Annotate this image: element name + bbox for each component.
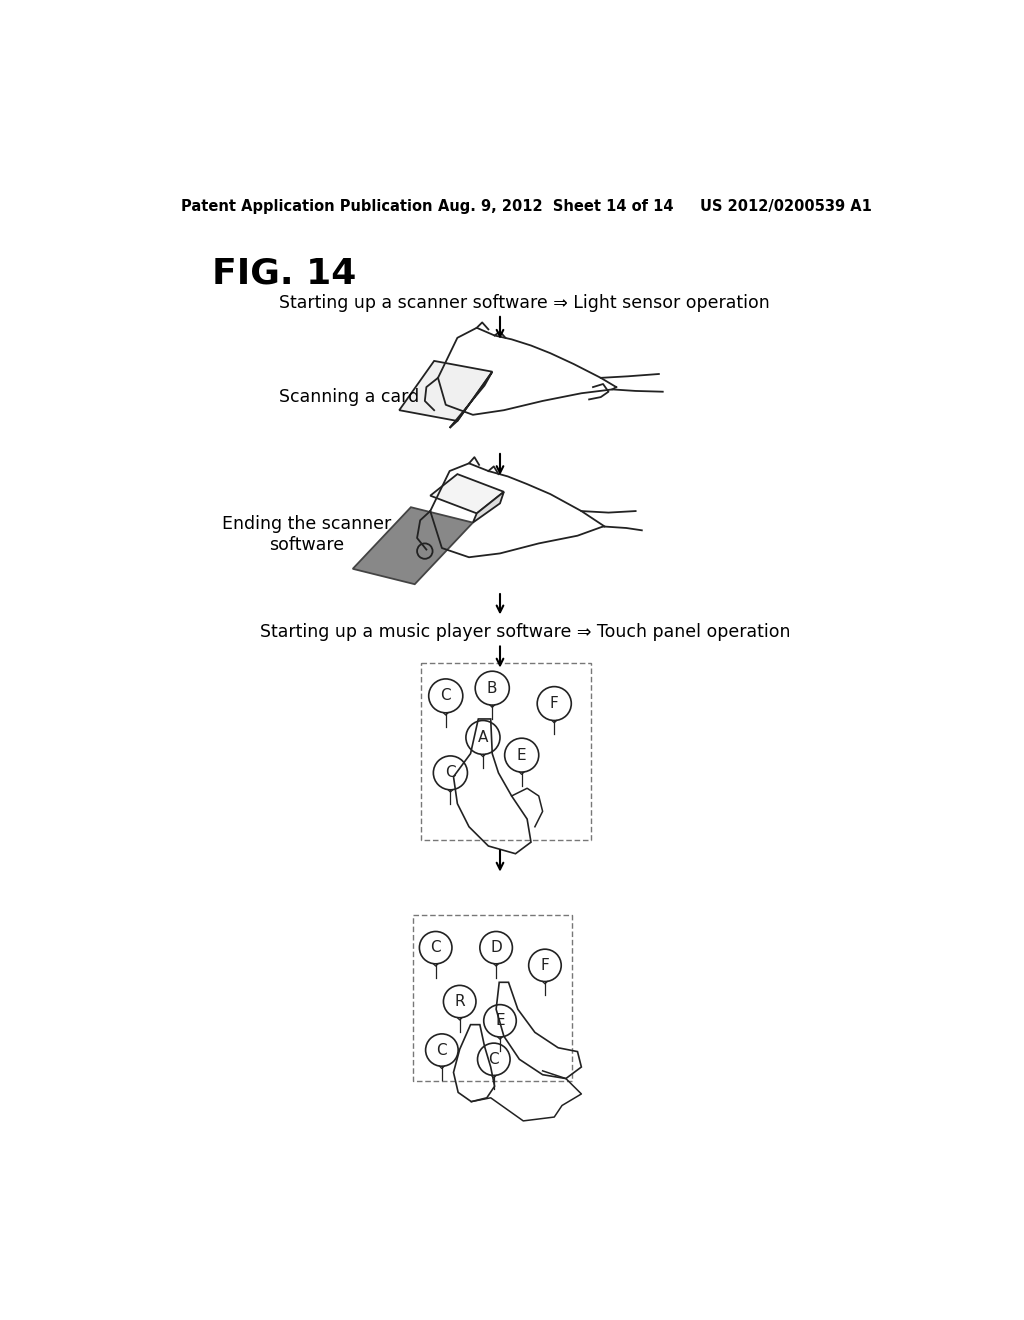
Text: C: C	[488, 1052, 499, 1067]
Text: Ending the scanner
software: Ending the scanner software	[221, 515, 391, 553]
Text: A: A	[478, 730, 488, 744]
Text: Aug. 9, 2012  Sheet 14 of 14: Aug. 9, 2012 Sheet 14 of 14	[438, 198, 674, 214]
Text: C: C	[430, 940, 441, 956]
Text: Patent Application Publication: Patent Application Publication	[180, 198, 432, 214]
Text: C: C	[440, 688, 451, 704]
Text: Scanning a card: Scanning a card	[280, 388, 420, 407]
Polygon shape	[352, 507, 473, 585]
Text: US 2012/0200539 A1: US 2012/0200539 A1	[700, 198, 872, 214]
Text: E: E	[496, 1014, 505, 1028]
Text: R: R	[455, 994, 465, 1008]
Polygon shape	[399, 360, 493, 421]
Text: FIG. 14: FIG. 14	[212, 257, 356, 290]
Text: B: B	[487, 681, 498, 696]
Bar	[414, 915, 572, 1081]
Text: E: E	[517, 747, 526, 763]
Polygon shape	[450, 372, 493, 428]
Text: F: F	[550, 696, 559, 711]
Text: Starting up a scanner software ⇒ Light sensor operation: Starting up a scanner software ⇒ Light s…	[280, 294, 770, 312]
Text: C: C	[445, 766, 456, 780]
Text: Starting up a music player software ⇒ Touch panel operation: Starting up a music player software ⇒ To…	[259, 623, 791, 642]
Polygon shape	[430, 474, 504, 513]
Polygon shape	[473, 492, 504, 523]
Text: C: C	[436, 1043, 447, 1057]
Bar	[421, 663, 592, 840]
Text: F: F	[541, 958, 549, 973]
Text: D: D	[490, 940, 502, 956]
